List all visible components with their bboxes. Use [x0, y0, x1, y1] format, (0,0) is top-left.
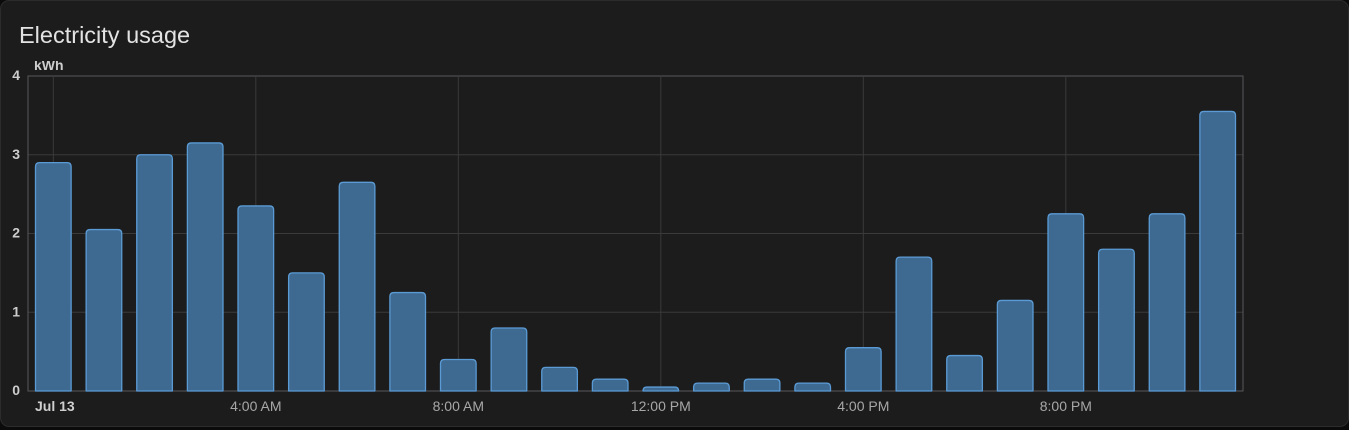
svg-text:kWh: kWh: [34, 61, 64, 73]
svg-text:4:00 AM: 4:00 AM: [230, 398, 281, 414]
svg-text:8:00 PM: 8:00 PM: [1040, 398, 1092, 414]
svg-text:2: 2: [12, 225, 20, 241]
svg-text:8:00 AM: 8:00 AM: [433, 398, 484, 414]
svg-text:Jul 13: Jul 13: [35, 398, 75, 414]
svg-text:1: 1: [12, 303, 20, 319]
svg-text:4:00 PM: 4:00 PM: [837, 398, 889, 414]
svg-text:0: 0: [12, 382, 20, 398]
svg-text:3: 3: [12, 146, 20, 162]
svg-text:4: 4: [12, 67, 20, 83]
svg-text:12:00 PM: 12:00 PM: [631, 398, 691, 414]
